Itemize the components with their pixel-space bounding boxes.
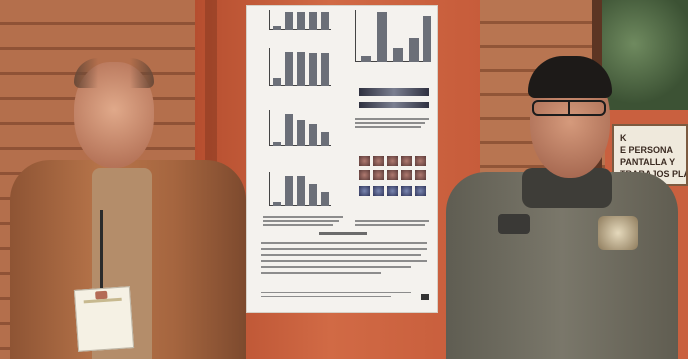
scientific-poster [247,6,437,312]
sweater-emblem [498,214,530,234]
window-foliage [598,0,688,110]
poster-bar-chart [269,172,331,206]
sign-line: K [620,133,627,143]
person-left-hair [74,58,154,88]
poster-bar-chart [269,110,331,146]
sweater-crest [598,216,638,250]
sign-line: PANTALLA Y [620,157,676,167]
poster-bar-chart [355,10,431,62]
poster-bar-chart [269,10,331,30]
name-badge [73,286,135,352]
poster-micrograph-grid [359,156,431,208]
sign-line: E PERSONA [620,145,674,155]
poster-content [255,10,431,306]
eyeglasses [532,100,606,116]
poster-bar-chart [269,48,331,86]
lanyard [100,210,103,290]
person-right-hair [528,56,612,98]
poster-blot [359,102,429,108]
poster-blot [359,88,429,96]
